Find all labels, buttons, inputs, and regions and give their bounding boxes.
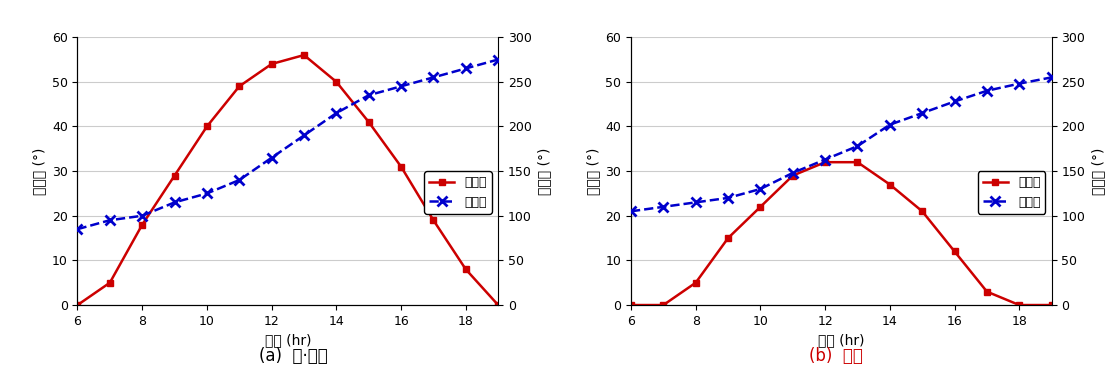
고도각 <box>492 303 505 307</box>
X-axis label: 시간 (hr): 시간 (hr) <box>818 333 865 347</box>
고도각 <box>818 160 831 164</box>
방위각 <box>427 75 441 80</box>
고도각 <box>883 182 897 187</box>
고도각 <box>981 289 994 294</box>
방위각 <box>103 218 116 222</box>
방위각 <box>135 214 148 218</box>
방위각 <box>298 133 311 138</box>
방위각 <box>624 209 638 214</box>
고도각 <box>915 209 929 214</box>
고도각 <box>786 173 799 178</box>
방위각 <box>915 111 929 115</box>
고도각 <box>200 124 214 129</box>
방위각 <box>459 66 473 71</box>
방위각 <box>981 89 994 93</box>
방위각 <box>1013 81 1026 86</box>
Line: 고도각: 고도각 <box>628 159 1055 308</box>
Y-axis label: 방위각 (°): 방위각 (°) <box>1090 147 1105 195</box>
Legend: 고도각, 방위각: 고도각, 방위각 <box>424 171 492 214</box>
고도각 <box>689 280 702 285</box>
방위각 <box>394 84 407 89</box>
방위각 <box>722 196 735 200</box>
방위각 <box>689 200 702 205</box>
방위각 <box>362 93 375 97</box>
방위각 <box>168 200 182 205</box>
Y-axis label: 고도각 (°): 고도각 (°) <box>586 147 600 195</box>
방위각 <box>200 191 214 196</box>
방위각 <box>232 178 246 182</box>
고도각 <box>168 173 182 178</box>
방위각 <box>786 171 799 175</box>
고도각 <box>459 267 473 272</box>
Text: (b)  동지: (b) 동지 <box>809 347 862 365</box>
고도각 <box>754 205 767 209</box>
고도각 <box>624 303 638 307</box>
방위각 <box>818 157 831 162</box>
Line: 고도각: 고도각 <box>74 52 501 308</box>
방위각 <box>1045 75 1058 80</box>
고도각 <box>1045 303 1058 307</box>
방위각 <box>71 227 84 231</box>
Y-axis label: 방위각 (°): 방위각 (°) <box>537 147 551 195</box>
고도각 <box>103 280 116 285</box>
방위각 <box>265 155 278 160</box>
고도각 <box>232 84 246 89</box>
방위각 <box>754 187 767 191</box>
X-axis label: 시간 (hr): 시간 (hr) <box>265 333 311 347</box>
고도각 <box>722 236 735 240</box>
고도각 <box>298 53 311 57</box>
고도각 <box>851 160 865 164</box>
Legend: 고도각, 방위각: 고도각, 방위각 <box>977 171 1045 214</box>
방위각 <box>656 205 670 209</box>
고도각 <box>948 249 961 254</box>
고도각 <box>362 120 375 124</box>
Y-axis label: 고도각 (°): 고도각 (°) <box>32 147 46 195</box>
고도각 <box>135 222 148 227</box>
Line: 방위각: 방위각 <box>627 73 1056 216</box>
고도각 <box>1013 303 1026 307</box>
Text: (a)  잘·추분: (a) 잘·추분 <box>259 347 328 365</box>
고도각 <box>71 303 84 307</box>
방위각 <box>330 111 343 115</box>
방위각 <box>851 144 865 148</box>
고도각 <box>427 218 441 222</box>
방위각 <box>883 122 897 127</box>
고도각 <box>330 80 343 84</box>
방위각 <box>948 99 961 104</box>
Line: 방위각: 방위각 <box>73 55 503 234</box>
고도각 <box>656 303 670 307</box>
방위각 <box>492 57 505 62</box>
고도각 <box>394 164 407 169</box>
고도각 <box>265 62 278 66</box>
